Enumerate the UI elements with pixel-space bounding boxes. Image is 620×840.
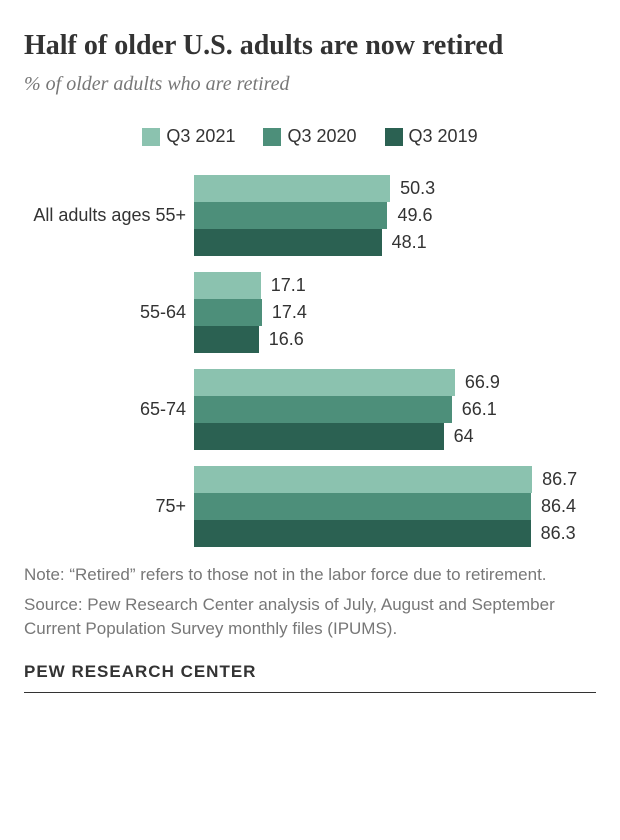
bar-value: 48.1 [392,232,427,253]
legend-label: Q3 2021 [166,126,235,147]
bar-row: 48.1 [194,229,596,256]
bar-group: All adults ages 55+ 50.3 49.6 48.1 [24,175,596,256]
bar-value: 49.6 [397,205,432,226]
bar-value: 17.4 [272,302,307,323]
bar [194,326,259,353]
bar-group: 75+ 86.7 86.4 86.3 [24,466,596,547]
bar-value: 17.1 [271,275,306,296]
bar-stack: 50.3 49.6 48.1 [194,175,596,256]
bar-value: 64 [454,426,474,447]
legend-label: Q3 2019 [409,126,478,147]
bar-stack: 86.7 86.4 86.3 [194,466,596,547]
bar [194,466,532,493]
bar-row: 64 [194,423,596,450]
bar [194,229,382,256]
bar [194,369,455,396]
bar [194,202,387,229]
bar-row: 16.6 [194,326,596,353]
bar [194,272,261,299]
legend-swatch [263,128,281,146]
bar-value: 86.4 [541,496,576,517]
legend-item: Q3 2019 [385,126,478,147]
bar-row: 86.3 [194,520,596,547]
bar-value: 86.7 [542,469,577,490]
chart-source: Source: Pew Research Center analysis of … [24,593,596,641]
bar-row: 86.7 [194,466,596,493]
footer-rule [24,692,596,693]
bar-stack: 17.1 17.4 16.6 [194,272,596,353]
bar-stack: 66.9 66.1 64 [194,369,596,450]
group-label: 75+ [24,496,194,518]
bar-value: 66.1 [462,399,497,420]
bar [194,423,444,450]
legend-item: Q3 2021 [142,126,235,147]
bar [194,175,390,202]
legend-item: Q3 2020 [263,126,356,147]
bar [194,396,452,423]
chart-note: Note: “Retired” refers to those not in t… [24,563,596,587]
group-label: 65-74 [24,399,194,421]
bar-group: 65-74 66.9 66.1 64 [24,369,596,450]
group-label: 55-64 [24,302,194,324]
bar-row: 86.4 [194,493,596,520]
bar-value: 66.9 [465,372,500,393]
chart-title: Half of older U.S. adults are now retire… [24,28,596,63]
legend-swatch [385,128,403,146]
bar-row: 17.4 [194,299,596,326]
bar-value: 86.3 [541,523,576,544]
group-label: All adults ages 55+ [24,205,194,227]
bar-chart: All adults ages 55+50.349.648.155-6417.1… [24,175,596,547]
bar-value: 50.3 [400,178,435,199]
bar [194,299,262,326]
bar-group: 55-64 17.1 17.4 16.6 [24,272,596,353]
bar-row: 66.1 [194,396,596,423]
bar [194,493,531,520]
bar-row: 17.1 [194,272,596,299]
bar [194,520,531,547]
bar-value: 16.6 [269,329,304,350]
bar-row: 66.9 [194,369,596,396]
bar-row: 50.3 [194,175,596,202]
chart-subtitle: % of older adults who are retired [24,73,596,96]
legend-label: Q3 2020 [287,126,356,147]
legend-swatch [142,128,160,146]
bar-row: 49.6 [194,202,596,229]
legend: Q3 2021 Q3 2020 Q3 2019 [24,126,596,147]
footer-brand: PEW RESEARCH CENTER [24,662,596,682]
